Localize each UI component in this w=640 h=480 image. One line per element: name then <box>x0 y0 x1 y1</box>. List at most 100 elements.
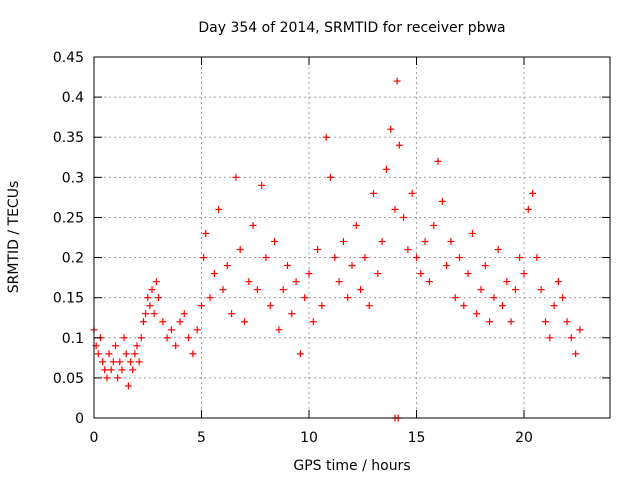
data-point <box>296 350 304 358</box>
data-point <box>443 262 451 270</box>
data-point <box>215 205 223 213</box>
data-point <box>223 262 231 270</box>
data-point <box>507 318 515 326</box>
data-point <box>378 238 386 246</box>
data-point <box>120 334 128 342</box>
data-point <box>202 229 210 237</box>
data-point <box>159 318 167 326</box>
y-tick-label: 0.25 <box>53 210 84 226</box>
data-point <box>516 254 524 262</box>
data-point <box>494 246 502 254</box>
data-point <box>271 238 279 246</box>
data-point <box>189 350 197 358</box>
data-point <box>520 270 528 278</box>
data-point <box>219 286 227 294</box>
data-point <box>533 254 541 262</box>
y-tick-label: 0.15 <box>53 291 84 307</box>
data-point <box>400 213 408 221</box>
data-point <box>109 358 117 366</box>
data-point <box>417 270 425 278</box>
data-point <box>537 286 545 294</box>
data-points <box>90 77 584 422</box>
data-point <box>245 278 253 286</box>
y-tick-label: 0.45 <box>53 50 84 66</box>
data-point <box>529 189 537 197</box>
y-tick-label: 0.05 <box>53 371 84 387</box>
data-point <box>249 221 257 229</box>
data-point <box>236 246 244 254</box>
plot-frame <box>93 56 611 419</box>
data-point <box>567 334 575 342</box>
data-point <box>101 366 109 374</box>
y-axis-title: SRMTID / TECUs <box>6 181 22 294</box>
data-point <box>370 189 377 197</box>
data-point <box>322 133 330 141</box>
data-point <box>404 246 412 254</box>
data-point <box>94 350 102 358</box>
y-tick-label: 0.35 <box>53 130 84 146</box>
data-point <box>554 278 562 286</box>
data-point <box>288 310 296 318</box>
data-point <box>460 302 468 310</box>
data-point <box>185 334 193 342</box>
data-point <box>344 294 352 302</box>
x-tick-label: 5 <box>197 430 206 446</box>
data-point <box>206 294 214 302</box>
data-point <box>176 318 184 326</box>
data-point <box>438 197 446 205</box>
y-tick-label: 0.4 <box>62 90 84 106</box>
x-axis-title: GPS time / hours <box>293 458 410 474</box>
data-point <box>309 318 317 326</box>
data-point <box>241 318 248 326</box>
data-point <box>142 310 150 318</box>
data-point <box>473 310 481 318</box>
data-point <box>150 310 158 318</box>
data-point <box>524 205 532 213</box>
data-point <box>550 302 558 310</box>
data-point <box>314 246 322 254</box>
data-point <box>318 302 326 310</box>
data-point <box>395 141 403 149</box>
data-point <box>481 262 489 270</box>
data-point <box>137 334 145 342</box>
data-point <box>348 262 356 270</box>
data-point <box>425 278 433 286</box>
data-point <box>146 302 154 310</box>
data-point <box>499 302 506 310</box>
data-point <box>124 382 132 390</box>
data-point <box>135 358 143 366</box>
data-point <box>112 342 119 350</box>
data-point <box>503 278 511 286</box>
data-point <box>258 181 266 189</box>
data-point <box>511 286 519 294</box>
data-point <box>107 366 115 374</box>
data-point <box>193 326 201 334</box>
data-point <box>335 278 343 286</box>
data-point <box>357 286 365 294</box>
data-point <box>262 254 270 262</box>
data-point <box>546 334 554 342</box>
data-point <box>331 254 339 262</box>
data-point <box>413 254 420 262</box>
data-point <box>451 294 459 302</box>
data-point <box>421 238 429 246</box>
data-point <box>103 374 111 382</box>
data-point <box>228 310 236 318</box>
y-tick-label: 0 <box>75 411 84 427</box>
x-tick-label: 15 <box>408 430 426 446</box>
data-point <box>572 350 580 358</box>
data-point <box>563 318 571 326</box>
axis-ticks <box>93 56 610 419</box>
data-point <box>327 173 334 181</box>
data-point <box>200 254 208 262</box>
data-point <box>361 254 369 262</box>
data-point <box>180 310 188 318</box>
x-tick-label: 20 <box>515 430 533 446</box>
grid-lines <box>94 57 610 418</box>
data-point <box>232 173 240 181</box>
data-point <box>152 278 160 286</box>
y-tick-label: 0.1 <box>62 331 84 347</box>
data-point <box>352 221 360 229</box>
data-point <box>210 270 218 278</box>
data-point <box>434 157 442 165</box>
